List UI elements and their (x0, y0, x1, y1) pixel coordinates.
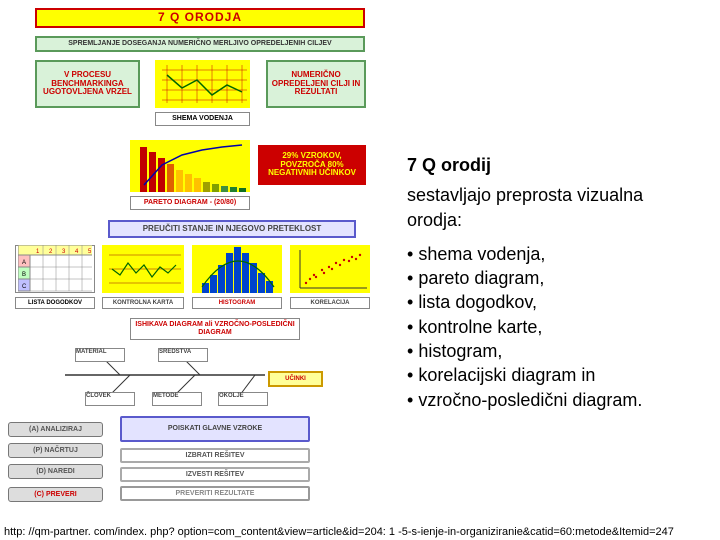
list-item: korelacijski diagram in (407, 363, 703, 387)
fish-material: MATERIAL (75, 348, 125, 362)
label-lista: LISTA DOGODKOV (15, 297, 95, 309)
flowchart-panel: 7 Q ORODJA SPREMLJANJE DOSEGANJA NUMERIČ… (0, 0, 395, 540)
fish-sredstva: SREDSTVA (158, 348, 208, 362)
list-item: histogram, (407, 339, 703, 363)
histogram-chart (192, 245, 282, 293)
svg-text:A: A (22, 260, 26, 266)
korelation-chart (290, 245, 370, 293)
action-check-results: PREVERITI REZULTATE (120, 486, 310, 501)
fish-metode: METODE (152, 392, 202, 406)
fish-ucinki: UČINKI (268, 371, 323, 387)
list-item: vzročno-posledični diagram. (407, 388, 703, 412)
event-list-grid: ABC 12345 (15, 245, 95, 293)
step-plan: (P) NAČRTUJ (8, 443, 103, 458)
svg-text:C: C (22, 284, 27, 290)
source-url: http: //qm-partner. com/index. php? opti… (4, 526, 704, 538)
description-panel: 7 Q orodij sestavljajo preprosta vizualn… (395, 145, 715, 420)
list-item: shema vodenja, (407, 242, 703, 266)
list-item: lista dogodkov, (407, 290, 703, 314)
step-check: (C) PREVERI (8, 487, 103, 502)
process-box: V PROCESU BENCHMARKINGA UGOTOVLJENA VRZE… (35, 60, 140, 108)
step-analyze: (A) ANALIZIRAJ (8, 422, 103, 437)
action-execute-solution: IZVESTI REŠITEV (120, 467, 310, 482)
step-do: (D) NAREDI (8, 464, 103, 479)
label-korelacija: KORELACIJA (290, 297, 370, 309)
subtitle-bar: SPREMLJANJE DOSEGANJA NUMERIČNO MERLJIVO… (35, 36, 365, 52)
line-chart-icon (157, 60, 248, 108)
fish-okolje: OKOLJE (218, 392, 268, 406)
grid-icon: ABC 12345 (18, 245, 92, 293)
list-item: kontrolne karte, (407, 315, 703, 339)
pareto-stat-box: 29% VZROKOV, POVZROČA 80% NEGATIVNIH UČI… (258, 145, 366, 185)
shema-label: SHEMA VODENJA (155, 112, 250, 126)
ishikawa-label: ISHIKAVA DIAGRAM ali VZROČNO-POSLEDIČNI … (130, 318, 300, 340)
shema-chart (155, 60, 250, 108)
desc-title: 7 Q orodij (407, 153, 703, 177)
pareto-chart (130, 140, 250, 192)
label-kontrol: KONTROLNA KARTA (102, 297, 184, 309)
title-bar: 7 Q ORODJA (35, 8, 365, 28)
desc-subtitle: sestavljajo preprosta vizualna orodja: (407, 183, 703, 232)
kontrol-chart (102, 245, 184, 293)
pareto-label: PARETO DIAGRAM - (20/80) (130, 196, 250, 210)
numeric-box: NUMERIČNO OPREDELJENI CILJI IN REZULTATI (266, 60, 366, 108)
examine-state-box: PREUČITI STANJE IN NJEGOVO PRETEKLOST (108, 220, 356, 238)
list-item: pareto diagram, (407, 266, 703, 290)
tool-list: shema vodenja, pareto diagram, lista dog… (407, 242, 703, 412)
label-histogram: HISTOGRAM (192, 297, 282, 309)
svg-text:B: B (22, 272, 26, 278)
action-find-causes: POISKATI GLAVNE VZROKE (120, 416, 310, 442)
pareto-icon (132, 140, 248, 192)
fish-clovek: ČLOVEK (85, 392, 135, 406)
action-choose-solution: IZBRATI REŠITEV (120, 448, 310, 463)
